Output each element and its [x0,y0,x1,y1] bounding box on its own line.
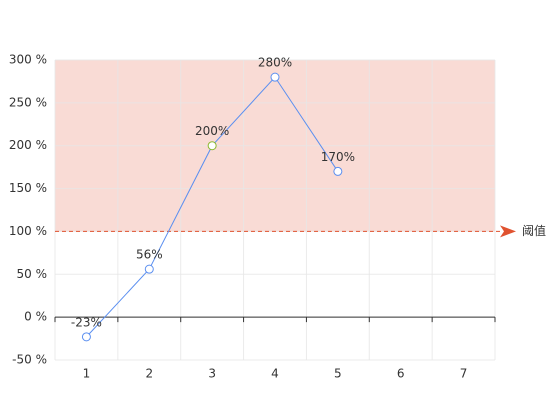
data-label: 56% [136,248,163,262]
data-label: 280% [258,56,292,70]
data-point [207,141,217,151]
y-tick-label: -50 % [12,353,47,367]
y-tick-label: 150 % [9,181,47,195]
y-tick-label: 300 % [9,53,47,67]
threshold-label: 阈值 [522,223,546,238]
data-label: 200% [195,124,229,138]
x-tick-label: 1 [83,367,91,381]
threshold-arrow [500,225,516,238]
data-point [81,332,91,342]
data-point [270,72,280,82]
y-tick-label: 100 % [9,224,47,238]
data-point [144,264,154,274]
data-label: -23% [71,315,102,329]
y-tick-label: 50 % [17,267,48,281]
x-tick-label: 6 [397,367,405,381]
data-point [333,166,343,176]
y-tick-label: 250 % [9,95,47,109]
x-tick-label: 7 [460,367,468,381]
y-tick-label: 200 % [9,138,47,152]
x-tick-label: 4 [271,367,279,381]
data-label: 170% [321,150,355,164]
x-tick-label: 3 [208,367,216,381]
x-tick-label: 5 [334,367,342,381]
y-tick-label: 0 % [24,310,47,324]
x-tick-label: 2 [145,367,153,381]
